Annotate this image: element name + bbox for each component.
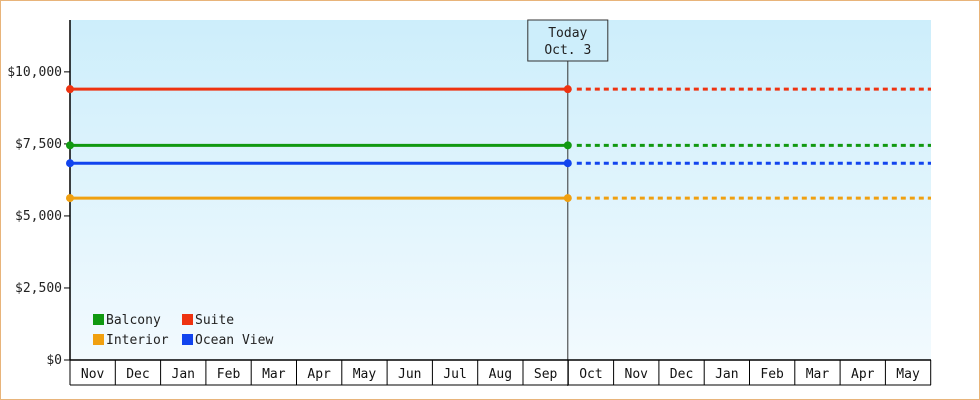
y-tick-label: $10,000: [7, 65, 62, 80]
today-callout: [527, 19, 609, 62]
y-tick-label: $0: [46, 353, 62, 368]
month-label: Mar: [262, 367, 286, 382]
ocean-view-today-point: [563, 159, 572, 168]
month-label: Aug: [489, 367, 512, 382]
month-label: Apr: [307, 367, 331, 382]
month-label: Jul: [443, 367, 466, 382]
today-date: Oct. 3: [544, 43, 591, 58]
month-label: Nov: [81, 367, 105, 382]
month-label: Feb: [760, 367, 784, 382]
y-tick-label: $2,500: [15, 281, 62, 296]
month-label: Oct: [579, 367, 602, 382]
suite-today-point: [563, 85, 572, 94]
suite-legend-swatch: [182, 314, 193, 325]
ocean-view-start-point: [66, 159, 74, 168]
month-label: Dec: [670, 367, 693, 382]
plot-area: [70, 20, 931, 360]
month-label: Sep: [534, 367, 558, 382]
y-tick-label: $5,000: [15, 209, 62, 224]
balcony-start-point: [66, 141, 74, 150]
interior-legend-label: Interior: [106, 333, 169, 348]
suite-start-point: [66, 85, 74, 94]
interior-start-point: [66, 194, 74, 203]
month-label: May: [353, 367, 377, 382]
month-label: Jan: [715, 367, 738, 382]
interior-legend-swatch: [93, 334, 104, 345]
balcony-legend-swatch: [93, 314, 104, 325]
month-label: Jun: [398, 367, 421, 382]
month-label: Mar: [806, 367, 830, 382]
suite-legend-label: Suite: [195, 313, 234, 328]
month-label: Apr: [851, 367, 875, 382]
month-label: Dec: [126, 367, 149, 382]
ocean-view-legend-swatch: [182, 334, 193, 345]
today-label: Today: [548, 26, 587, 41]
month-label: May: [896, 367, 920, 382]
month-label: Nov: [625, 367, 649, 382]
balcony-legend-label: Balcony: [106, 313, 161, 328]
balcony-today-point: [563, 141, 572, 150]
month-label: Feb: [217, 367, 241, 382]
interior-today-point: [563, 194, 572, 203]
y-tick-label: $7,500: [15, 137, 62, 152]
month-label: Jan: [172, 367, 195, 382]
ocean-view-legend-label: Ocean View: [195, 333, 273, 348]
